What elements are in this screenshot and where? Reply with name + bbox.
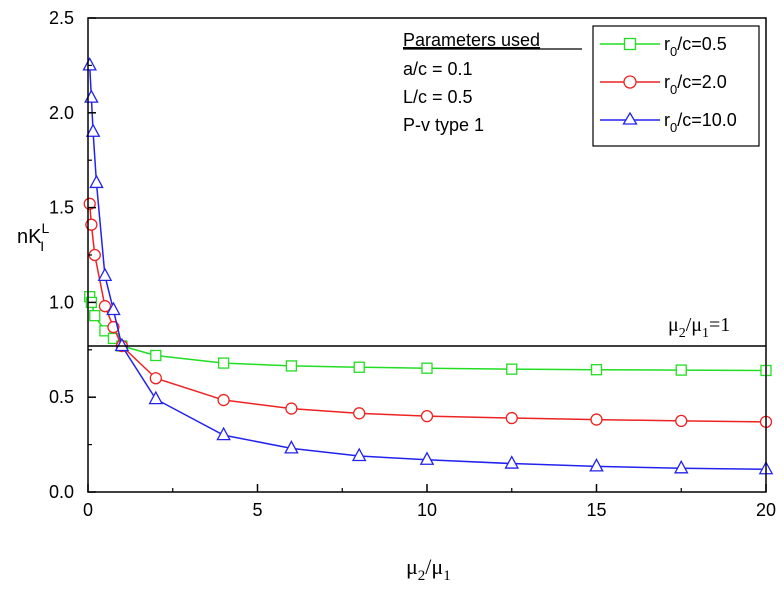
data-point-circle xyxy=(353,407,366,420)
data-point-triangle xyxy=(419,451,435,465)
data-point-triangle xyxy=(114,337,130,352)
series-circle xyxy=(83,197,773,428)
y-tick-label: 1.0 xyxy=(49,292,74,312)
data-point-circle xyxy=(285,402,298,415)
data-point-circle xyxy=(98,300,112,313)
data-point-triangle xyxy=(148,390,164,405)
y-tick-label: 1.5 xyxy=(49,198,74,218)
x-tick-label: 20 xyxy=(756,500,776,520)
ticks-layer: 0 5 10 15 20 0.0 0.5 1.0 1.5 2.0 2.5 xyxy=(49,8,776,520)
data-point-triangle xyxy=(85,123,101,137)
data-point-circle xyxy=(505,411,518,425)
legend-item-red: r0/c=2.0 xyxy=(600,72,727,97)
data-point-square xyxy=(590,364,603,376)
legend-item-blue: r0/c=10.0 xyxy=(600,110,737,135)
legend: r0/c=0.5 r0/c=2.0 r0/c=10.0 xyxy=(592,25,760,147)
y-axis-title: nKL I xyxy=(17,220,49,254)
data-point-triangle xyxy=(84,89,99,103)
data-point-square xyxy=(217,357,230,369)
legend-marker-circle xyxy=(623,75,637,89)
data-point-circle xyxy=(675,414,688,428)
data-point-triangle xyxy=(589,458,604,472)
data-point-circle xyxy=(149,372,162,385)
data-point-square xyxy=(421,362,433,374)
data-point-square xyxy=(675,364,687,376)
data-point-triangle xyxy=(216,426,231,441)
data-point-square xyxy=(89,310,101,322)
x-tick-label: 10 xyxy=(417,500,437,520)
data-point-triangle xyxy=(89,174,104,189)
x-tick-label: 15 xyxy=(586,500,606,520)
data-point-triangle xyxy=(673,459,689,474)
data-point-square xyxy=(506,363,518,375)
legend-label: r0/c=0.5 xyxy=(664,34,727,59)
series-line xyxy=(88,296,767,372)
data-point-triangle xyxy=(284,440,299,454)
data-point-square xyxy=(285,360,298,372)
data-point-triangle xyxy=(97,267,113,282)
data-point-triangle xyxy=(106,301,121,316)
data-point-circle xyxy=(590,413,603,426)
x-tick-label: 0 xyxy=(83,500,93,520)
data-point-square xyxy=(150,349,162,362)
y-tick-label: 2.0 xyxy=(49,103,74,123)
legend-item-green: r0/c=0.5 xyxy=(600,34,727,59)
annotation-heading: Parameters used xyxy=(403,30,540,50)
data-point-circle xyxy=(217,393,230,407)
data-point-triangle xyxy=(82,57,97,71)
x-axis-title: μ2/μ1 xyxy=(406,554,451,584)
y-tick-label: 0.5 xyxy=(49,387,74,407)
y-tick-label: 2.5 xyxy=(49,8,74,28)
annotation-line: P-v type 1 xyxy=(403,115,484,135)
y-tick-label: 0.0 xyxy=(49,482,74,502)
legend-box xyxy=(592,25,760,147)
reference-line-label: μ2/μ1=1 xyxy=(668,314,730,341)
series-line xyxy=(88,203,767,423)
legend-label: r0/c=10.0 xyxy=(664,110,737,135)
parameters-annotation: Parameters used a/c = 0.1 L/c = 0.5 P-v … xyxy=(403,30,582,135)
x-tick-label: 5 xyxy=(252,500,262,520)
data-point-square xyxy=(353,361,365,373)
data-point-circle xyxy=(83,197,96,210)
legend-marker-triangle xyxy=(622,111,638,125)
annotation-line: a/c = 0.1 xyxy=(403,59,473,79)
series-line xyxy=(88,65,767,470)
legend-marker-square xyxy=(623,37,637,51)
data-point-triangle xyxy=(504,455,520,469)
legend-label: r0/c=2.0 xyxy=(664,72,727,97)
data-point-triangle xyxy=(351,447,367,462)
data-point-circle xyxy=(420,410,434,423)
annotation-line: L/c = 0.5 xyxy=(403,87,473,107)
